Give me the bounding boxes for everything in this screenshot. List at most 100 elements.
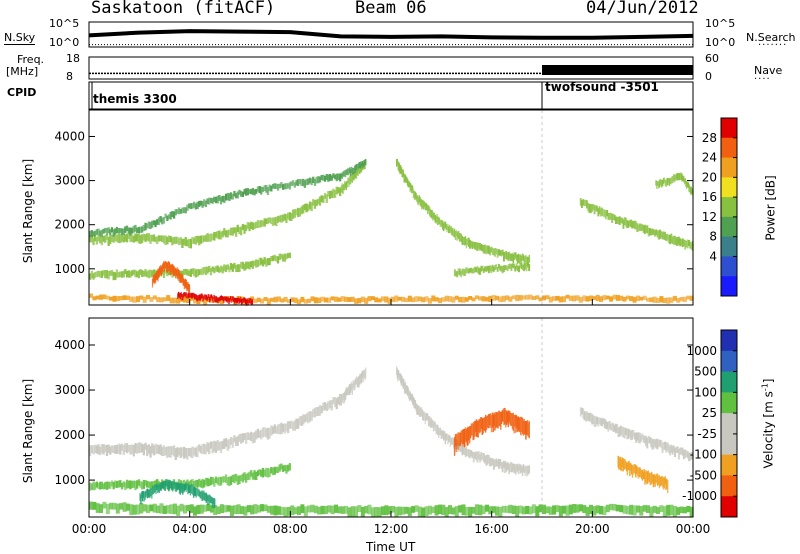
velocity-cell xyxy=(425,413,427,421)
velocity-cell xyxy=(345,387,348,396)
power-cell xyxy=(104,235,107,243)
velocity-cell xyxy=(196,445,199,458)
power-cell xyxy=(139,269,142,275)
velocity-cell xyxy=(657,475,660,485)
power-cell xyxy=(253,298,258,304)
velocity-cell xyxy=(169,504,174,514)
velocity-cell xyxy=(642,471,645,480)
velocity-cell xyxy=(112,502,117,510)
nsky-line xyxy=(88,29,694,40)
velocity-cell xyxy=(271,467,275,476)
velocity-cell xyxy=(526,419,529,436)
power-cell xyxy=(521,256,523,263)
velocity-cell xyxy=(689,453,692,461)
velocity-cell xyxy=(622,458,624,472)
velocity-cell xyxy=(107,481,110,489)
power-cell xyxy=(102,228,105,234)
power-cell xyxy=(172,297,177,304)
power-cell xyxy=(424,296,429,302)
power-cell xyxy=(656,181,659,186)
power-cell xyxy=(581,200,583,208)
power-cell xyxy=(280,298,285,303)
velocity-cell xyxy=(443,431,445,441)
power-cell xyxy=(134,269,137,278)
power-cell xyxy=(438,216,440,225)
power-cell xyxy=(224,296,226,301)
power-cell xyxy=(665,179,667,187)
power-cell xyxy=(339,173,342,182)
power-cell xyxy=(218,230,221,240)
power-cell xyxy=(181,207,184,214)
velocity-cell xyxy=(682,449,685,460)
power-cell xyxy=(166,236,169,245)
velocity-cell xyxy=(461,445,463,456)
power-cell xyxy=(177,291,180,298)
velocity-cell xyxy=(677,449,680,460)
power-cell xyxy=(184,292,186,297)
power-cell xyxy=(448,296,452,302)
power-cell xyxy=(171,237,174,246)
velocity-cell xyxy=(181,447,184,457)
power-ytick-label: 3000 xyxy=(54,174,85,188)
velocity-cell xyxy=(655,439,658,449)
power-cell xyxy=(112,234,115,243)
velocity-cell xyxy=(204,444,208,455)
velocity-cell xyxy=(276,466,280,473)
power-cell xyxy=(297,299,301,305)
power-cell xyxy=(235,265,238,272)
power-cell xyxy=(355,164,358,171)
power-cell xyxy=(303,299,308,304)
power-cell xyxy=(343,170,345,178)
power-cell xyxy=(246,261,249,269)
power-cell xyxy=(353,167,355,174)
velocity-cell xyxy=(667,480,669,494)
power-cell xyxy=(99,271,102,278)
power-band-1 xyxy=(89,159,367,238)
velocity-cell xyxy=(662,477,665,490)
power-cell xyxy=(245,224,248,231)
velocity-cell xyxy=(651,439,654,450)
power-cell xyxy=(146,294,150,300)
power-band-6 xyxy=(579,198,694,251)
velocity-cell xyxy=(679,447,682,455)
velocity-colorbar-tick-label: -500 xyxy=(690,468,717,482)
velocity-cell xyxy=(270,425,273,436)
power-cell xyxy=(659,178,661,185)
time-tick-label: 08:00 xyxy=(273,522,308,536)
power-cell xyxy=(219,298,224,305)
power-cell xyxy=(469,239,471,249)
velocity-cell xyxy=(433,421,436,428)
power-cell xyxy=(97,270,100,277)
power-cell xyxy=(422,199,424,209)
velocity-cell xyxy=(428,416,431,426)
power-cell xyxy=(139,234,142,244)
velocity-cell xyxy=(120,482,124,490)
power-colorbar-tick-label: 4 xyxy=(709,249,717,263)
velocity-cell xyxy=(315,407,318,416)
velocity-cell xyxy=(670,444,673,453)
power-cell xyxy=(179,209,182,214)
velocity-cell xyxy=(349,384,351,396)
velocity-cell xyxy=(453,438,455,449)
power-cell xyxy=(115,296,120,302)
velocity-cell xyxy=(209,494,211,504)
power-cell xyxy=(415,192,417,200)
power-cell xyxy=(664,231,666,241)
power-cell xyxy=(230,298,233,303)
power-cell xyxy=(651,228,654,235)
power-cell xyxy=(344,181,346,191)
velocity-cell xyxy=(211,441,214,454)
velocity-cell xyxy=(186,448,189,460)
power-cell xyxy=(179,237,182,245)
velocity-cell xyxy=(500,411,502,430)
velocity-cell xyxy=(169,446,172,458)
power-cell xyxy=(417,197,420,206)
velocity-cell xyxy=(164,480,166,491)
power-cell xyxy=(632,220,635,228)
velocity-band-4 xyxy=(617,455,669,494)
velocity-cell xyxy=(653,473,655,485)
power-cell xyxy=(461,296,466,303)
power-cell xyxy=(240,190,243,197)
power-cell xyxy=(315,176,318,184)
velocity-cell xyxy=(141,481,144,490)
